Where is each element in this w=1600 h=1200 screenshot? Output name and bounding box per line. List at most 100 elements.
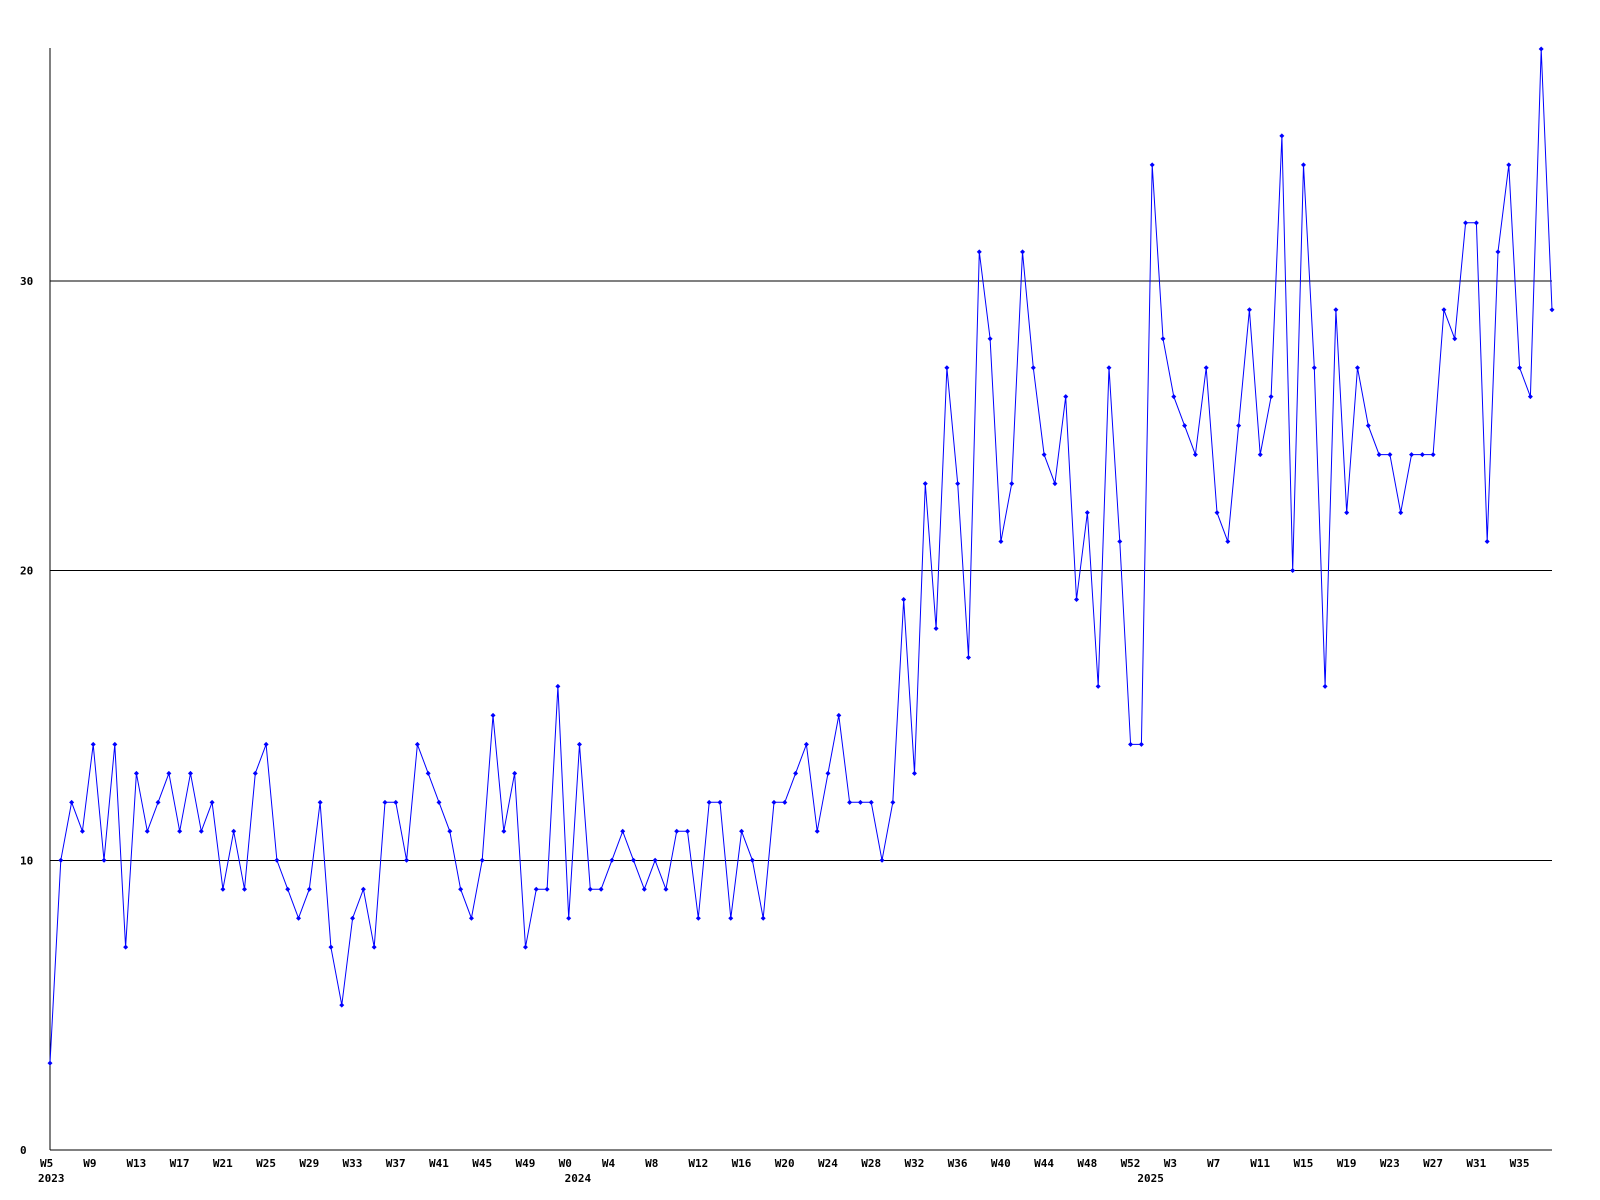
y-tick-label: 0 [20,1144,27,1157]
data-point [490,712,496,718]
data-point [1257,452,1263,458]
data-point [1149,162,1155,168]
data-point [1106,365,1112,371]
data-point [198,828,204,834]
data-point [1246,307,1252,313]
x-tick-label: W15 [1293,1157,1313,1170]
data-point [1463,220,1469,226]
data-point [393,799,399,805]
x-tick-label: W0 [559,1157,572,1170]
y-tick-label: 20 [20,565,33,578]
data-point [1517,365,1523,371]
data-point [1419,452,1425,458]
gridlines [50,280,1552,861]
data-point [641,886,647,892]
data-point [1354,365,1360,371]
data-point [663,886,669,892]
data-point [857,799,863,805]
data-point [782,799,788,805]
data-point [1441,307,1447,313]
data-point [890,799,896,805]
data-point [220,886,226,892]
data-point [566,915,572,921]
x-tick-label: W11 [1250,1157,1270,1170]
data-point [1311,365,1317,371]
data-point [1365,423,1371,429]
data-point [533,886,539,892]
data-point [177,828,183,834]
x-tick-label: W32 [904,1157,924,1170]
x-tick-label: W52 [1121,1157,1141,1170]
x-year-label: 2023 [38,1172,65,1185]
data-point [911,770,917,776]
data-point [825,770,831,776]
data-point [1020,249,1026,255]
data-point [620,828,626,834]
data-point [1430,452,1436,458]
data-point [1052,481,1058,487]
data-point [166,770,172,776]
data-point [998,539,1004,545]
data-point [328,944,334,950]
data-point [1041,452,1047,458]
data-point [976,249,982,255]
data-point [760,915,766,921]
y-tick-label: 10 [20,854,33,867]
data-point [706,799,712,805]
data-point [512,770,518,776]
data-point [1452,336,1458,342]
data-point [933,625,939,631]
data-point [1495,249,1501,255]
data-point [231,828,237,834]
data-point [144,828,150,834]
x-tick-label: W8 [645,1157,658,1170]
x-tick-label: W49 [515,1157,535,1170]
data-point [479,857,485,863]
x-tick-label: W19 [1337,1157,1357,1170]
y-tick-labels: 0 10 20 30 [20,275,33,1157]
data-point [965,654,971,660]
x-tick-label: W35 [1510,1157,1530,1170]
data-point [1138,741,1144,747]
data-point [1074,597,1080,602]
series-markers [47,46,1555,1066]
x-tick-label: W4 [602,1157,616,1170]
x-tick-label: W37 [386,1157,406,1170]
x-tick-label: W29 [299,1157,319,1170]
x-tick-label: W33 [343,1157,363,1170]
data-point [458,886,464,892]
data-point [771,799,777,805]
data-point [209,799,215,805]
data-point [587,886,593,892]
data-point [522,944,528,950]
data-point [1268,394,1274,400]
data-point [1300,162,1306,168]
data-point [79,828,85,834]
data-point [112,741,118,747]
data-point [1398,510,1404,516]
x-tick-label: W16 [732,1157,752,1170]
data-point [69,799,75,805]
data-point [793,770,799,776]
data-point [1279,133,1285,139]
data-point [101,857,107,863]
data-point [1009,481,1015,487]
x-tick-label: W5 [40,1157,53,1170]
axes [49,48,1552,1151]
data-point [847,799,853,805]
x-tick-label: W13 [126,1157,146,1170]
data-point [1225,539,1231,545]
data-point [263,741,269,747]
data-point [1214,510,1220,516]
data-point [1030,365,1036,371]
data-point [695,915,701,921]
data-point [1409,452,1415,458]
data-point [1063,394,1069,400]
data-point [1376,452,1382,458]
data-point [252,770,258,776]
data-point [371,944,377,950]
data-point [1322,683,1328,689]
data-point [674,828,680,834]
data-point [1117,539,1123,545]
data-point [1484,539,1490,545]
